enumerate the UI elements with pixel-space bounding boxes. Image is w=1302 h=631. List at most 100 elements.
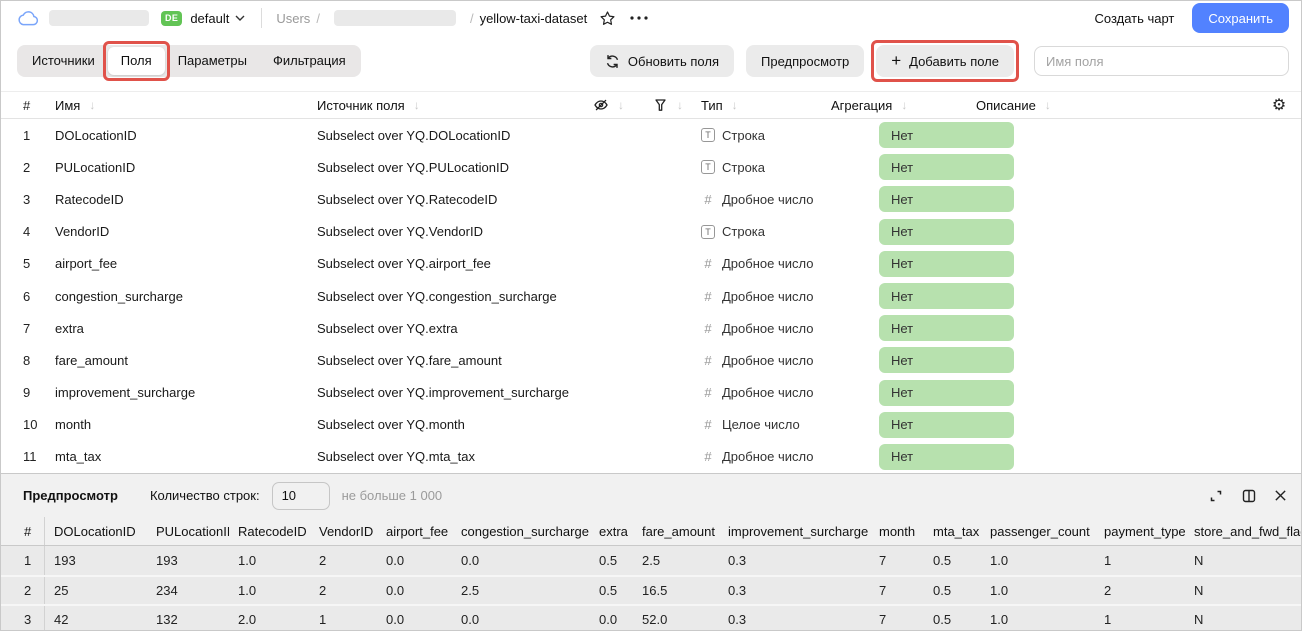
col-name[interactable]: Имя ↓ <box>55 97 96 113</box>
field-source-cell[interactable]: Subselect over YQ.extra <box>317 320 458 336</box>
preview-col-header: month <box>879 523 916 539</box>
more-actions-icon[interactable] <box>630 16 648 20</box>
preview-row: 2 25 234 1.0 2 0.0 2.5 0.5 16.5 0.3 7 0.5 1.0 2 N <box>1 575 1301 604</box>
aggregation-select[interactable]: Нет <box>879 347 1014 374</box>
preview-cell: 0.0 <box>461 612 480 627</box>
col-description[interactable]: Описание ↓ <box>976 97 1051 113</box>
aggregation-select[interactable]: Нет <box>879 283 1014 310</box>
field-name-cell[interactable]: VendorID <box>55 224 110 240</box>
row-count-input[interactable] <box>271 481 330 510</box>
aggregation-select[interactable]: Нет <box>879 379 1014 406</box>
field-source-cell[interactable]: Subselect over YQ.VendorID <box>317 224 483 240</box>
field-source-cell[interactable]: Subselect over YQ.fare_amount <box>317 352 502 368</box>
tab-sources[interactable]: Источники <box>32 53 95 68</box>
expand-icon[interactable] <box>1208 488 1224 504</box>
close-icon[interactable] <box>1274 489 1287 502</box>
sort-icon: ↓ <box>618 98 624 112</box>
aggregation-select[interactable]: Нет <box>879 218 1014 245</box>
refresh-icon <box>605 54 620 69</box>
funnel-icon <box>653 98 668 113</box>
tab-fields[interactable]: Поля <box>102 41 170 81</box>
aggregation-select[interactable]: Нет <box>879 315 1014 342</box>
preview-cell: 2.5 <box>461 583 480 598</box>
breadcrumb-users-link[interactable]: Users <box>276 10 311 26</box>
fields-table: # Имя ↓ Источник поля ↓ ↓ ↓ Тип ↓ Агрегация… <box>1 91 1301 473</box>
field-type-cell: # Дробное число <box>701 385 831 400</box>
preview-cell: 2.0 <box>238 612 257 627</box>
tab-parameters[interactable]: Параметры <box>177 53 247 68</box>
preview-col-header: improvement_surcharge <box>728 523 869 539</box>
refresh-fields-button[interactable]: Обновить поля <box>589 45 735 77</box>
aggregation-select[interactable]: Нет <box>879 122 1014 149</box>
preview-cell: 0.5 <box>599 583 618 598</box>
field-source-cell[interactable]: Subselect over YQ.PULocationID <box>317 159 509 175</box>
field-name-cell[interactable]: DOLocationID <box>55 127 137 143</box>
environment-badge: DE <box>161 10 183 26</box>
number-type-icon: # <box>704 191 712 207</box>
field-source-cell[interactable]: Subselect over YQ.congestion_surcharge <box>317 288 557 304</box>
preview-header: Предпросмотр Количество строк: не больше… <box>1 474 1301 517</box>
preview-cell: 0.0 <box>386 553 405 568</box>
field-source-cell[interactable]: Subselect over YQ.airport_fee <box>317 256 491 272</box>
sort-icon: ↓ <box>89 98 96 112</box>
col-num: # <box>23 97 31 113</box>
number-type-icon: # <box>704 288 712 304</box>
field-name-cell[interactable]: extra <box>55 320 84 336</box>
eye-off-icon <box>593 97 609 113</box>
field-name-cell[interactable]: mta_tax <box>55 449 102 465</box>
col-aggregation[interactable]: Агрегация ↓ <box>831 97 908 113</box>
preview-cell: 1 <box>319 612 327 627</box>
aggregation-select[interactable]: Нет <box>879 186 1014 213</box>
field-name-cell[interactable]: month <box>55 417 92 433</box>
field-source-cell[interactable]: Subselect over YQ.DOLocationID <box>317 127 511 143</box>
field-row-number: 3 <box>23 191 31 207</box>
cloud-logo-icon <box>17 10 39 27</box>
aggregation-select[interactable]: Нет <box>879 250 1014 277</box>
sort-icon: ↓ <box>413 98 420 112</box>
col-source[interactable]: Источник поля ↓ <box>317 97 420 113</box>
preview-toggle-button[interactable]: Предпросмотр <box>746 45 865 77</box>
preview-cell: 52.0 <box>642 612 668 627</box>
field-row: 3 RatecodeID Subselect over YQ.RatecodeI… <box>1 183 1301 215</box>
field-source-cell[interactable]: Subselect over YQ.RatecodeID <box>317 191 498 207</box>
field-name-cell[interactable]: RatecodeID <box>55 191 124 207</box>
tab-filtering[interactable]: Фильтрация <box>273 53 346 68</box>
preview-row: 3 42 132 2.0 1 0.0 0.0 0.0 52.0 0.3 7 0.5 1.0 1 N <box>1 604 1301 630</box>
col-filter[interactable]: ↓ <box>653 98 701 113</box>
folder-selector[interactable]: default <box>190 11 245 26</box>
col-type[interactable]: Тип ↓ <box>701 97 738 113</box>
field-name-cell[interactable]: improvement_surcharge <box>55 385 196 401</box>
redacted-breadcrumb-segment <box>333 10 456 26</box>
preview-col-header: payment_type <box>1104 523 1185 539</box>
field-name-cell[interactable]: airport_fee <box>55 256 118 272</box>
field-name-search-input[interactable] <box>1034 46 1289 76</box>
aggregation-select[interactable]: Нет <box>879 443 1014 470</box>
create-chart-button[interactable]: Создать чарт <box>1094 10 1175 26</box>
preview-cell: 25 <box>54 583 69 598</box>
aggregation-select[interactable]: Нет <box>879 154 1014 181</box>
preview-cell: 0.3 <box>728 612 747 627</box>
aggregation-select[interactable]: Нет <box>879 411 1014 438</box>
preview-table-body: 1 193 193 1.0 2 0.0 0.0 0.5 2.5 0.3 7 0.5 1.0 1 N 2 25 23… <box>1 546 1301 630</box>
field-source-cell[interactable]: Subselect over YQ.mta_tax <box>317 449 476 465</box>
field-row: 6 congestion_surcharge Subselect over YQ… <box>1 280 1301 312</box>
add-field-button[interactable]: + Добавить поле <box>871 40 1019 82</box>
col-hidden[interactable]: ↓ <box>593 97 653 113</box>
sort-icon: ↓ <box>901 98 908 112</box>
field-row-number: 2 <box>23 159 31 175</box>
preview-cell: 2 <box>319 583 327 598</box>
preview-cell: 1.0 <box>238 553 257 568</box>
row-count-label: Количество строк: <box>149 488 260 503</box>
field-name-cell[interactable]: PULocationID <box>55 159 136 175</box>
split-view-icon[interactable] <box>1241 488 1257 504</box>
field-name-cell[interactable]: fare_amount <box>55 352 128 368</box>
save-button[interactable]: Сохранить <box>1192 3 1289 33</box>
field-name-cell[interactable]: congestion_surcharge <box>55 288 183 304</box>
preview-cell: 0.0 <box>599 612 618 627</box>
field-source-cell[interactable]: Subselect over YQ.improvement_surcharge <box>317 385 569 401</box>
preview-cell: N <box>1194 612 1204 627</box>
table-settings-gear-icon[interactable]: ⚙ <box>1271 97 1287 114</box>
field-source-cell[interactable]: Subselect over YQ.month <box>317 417 465 433</box>
favorite-star-icon[interactable] <box>599 10 616 27</box>
